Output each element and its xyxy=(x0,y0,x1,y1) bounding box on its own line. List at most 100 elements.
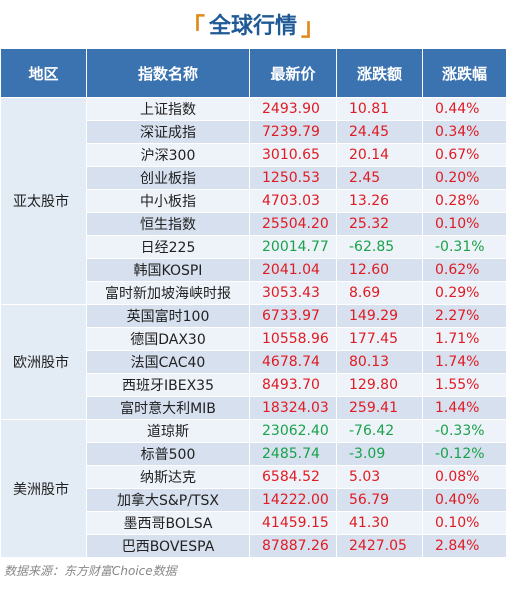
table-header-row: 地区 指数名称 最新价 涨跌额 涨跌幅 xyxy=(0,48,506,98)
latest-price-cell: 6733.97 xyxy=(249,304,337,328)
title-left-bracket: 「 xyxy=(180,12,205,41)
latest-price-cell: 4703.03 xyxy=(249,189,337,213)
table-body: 亚太股市 上证指数 2493.90 10.81 0.44% 深证成指 7239.79 24.4… xyxy=(0,97,506,558)
change-cell: 149.29 xyxy=(336,304,423,328)
change-cell: 2.45 xyxy=(336,166,423,190)
change-pct-cell: 1.74% xyxy=(422,350,506,374)
change-pct-cell: -0.31% xyxy=(422,235,506,259)
region-cell: 美洲股市 xyxy=(0,419,87,558)
index-name-cell: 德国DAX30 xyxy=(86,327,250,351)
latest-price-cell: 6584.52 xyxy=(249,465,337,489)
col-header-region: 地区 xyxy=(0,48,87,98)
table-row: 纳斯达克 6584.52 5.03 0.08% xyxy=(1,465,506,489)
table-row: 富时新加坡海峡时报 3053.43 8.69 0.29% xyxy=(1,281,506,305)
change-pct-cell: 0.44% xyxy=(422,97,506,121)
change-cell: 80.13 xyxy=(336,350,423,374)
change-cell: 56.79 xyxy=(336,488,423,512)
title-right-bracket: 」 xyxy=(301,12,325,41)
change-cell: 41.30 xyxy=(336,511,423,535)
change-cell: 10.81 xyxy=(336,97,423,121)
latest-price-cell: 20014.77 xyxy=(249,235,337,259)
change-cell: -76.42 xyxy=(336,419,423,443)
table-row: 美洲股市 道琼斯 23062.40 -76.42 -0.33% xyxy=(0,419,506,558)
change-cell: 20.14 xyxy=(336,143,423,167)
change-cell: 5.03 xyxy=(336,465,423,489)
col-header-index-name: 指数名称 xyxy=(86,48,250,98)
change-cell: -62.85 xyxy=(336,235,423,259)
latest-price-cell: 41459.15 xyxy=(249,511,337,535)
index-name-cell: 深证成指 xyxy=(86,120,250,144)
index-name-cell: 道琼斯 xyxy=(86,419,250,443)
region-cell: 欧洲股市 xyxy=(0,304,87,420)
table-row: 恒生指数 25504.20 25.32 0.10% xyxy=(1,212,506,236)
change-pct-cell: 0.20% xyxy=(422,166,506,190)
col-header-change: 涨跌额 xyxy=(336,48,423,98)
latest-price-cell: 18324.03 xyxy=(249,396,337,420)
index-name-cell: 上证指数 xyxy=(86,97,250,121)
latest-price-cell: 8493.70 xyxy=(249,373,337,397)
col-header-latest-price: 最新价 xyxy=(249,48,337,98)
index-name-cell: 法国CAC40 xyxy=(86,350,250,374)
table-row: 欧洲股市 英国富时100 6733.97 149.29 2.27% xyxy=(0,304,506,420)
change-cell: 13.26 xyxy=(336,189,423,213)
change-pct-cell: 0.10% xyxy=(422,212,506,236)
latest-price-cell: 25504.20 xyxy=(249,212,337,236)
latest-price-cell: 87887.26 xyxy=(249,534,337,558)
change-pct-cell: 0.10% xyxy=(422,511,506,535)
index-name-cell: 沪深300 xyxy=(86,143,250,167)
table-row: 沪深300 3010.65 20.14 0.67% xyxy=(1,143,506,167)
data-source-note: 数据来源：东方财富Choice数据 xyxy=(4,563,177,578)
change-cell: 8.69 xyxy=(336,281,423,305)
table-row: 深证成指 7239.79 24.45 0.34% xyxy=(1,120,506,144)
table-row: 墨西哥BOLSA 41459.15 41.30 0.10% xyxy=(1,511,506,535)
index-name-cell: 纳斯达克 xyxy=(86,465,250,489)
table-row: 富时意大利MIB 18324.03 259.41 1.44% xyxy=(1,396,506,420)
latest-price-cell: 2041.04 xyxy=(249,258,337,282)
change-pct-cell: 1.44% xyxy=(422,396,506,420)
table-row: 中小板指 4703.03 13.26 0.28% xyxy=(1,189,506,213)
page-title: 「 全球行情 」 xyxy=(0,0,506,48)
change-pct-cell: 0.08% xyxy=(422,465,506,489)
table-row: 法国CAC40 4678.74 80.13 1.74% xyxy=(1,350,506,374)
table-row: 加拿大S&P/TSX 14222.00 56.79 0.40% xyxy=(1,488,506,512)
table-row: 西班牙IBEX35 8493.70 129.80 1.55% xyxy=(1,373,506,397)
change-cell: -3.09 xyxy=(336,442,423,466)
change-cell: 2427.05 xyxy=(336,534,423,558)
latest-price-cell: 14222.00 xyxy=(249,488,337,512)
table-row: 韩国KOSPI 2041.04 12.60 0.62% xyxy=(1,258,506,282)
table-row: 日经225 20014.77 -62.85 -0.31% xyxy=(1,235,506,259)
index-name-cell: 韩国KOSPI xyxy=(86,258,250,282)
change-pct-cell: 1.55% xyxy=(422,373,506,397)
index-name-cell: 墨西哥BOLSA xyxy=(86,511,250,535)
index-name-cell: 加拿大S&P/TSX xyxy=(86,488,250,512)
index-name-cell: 标普500 xyxy=(86,442,250,466)
index-name-cell: 日经225 xyxy=(86,235,250,259)
index-name-cell: 巴西BOVESPA xyxy=(86,534,250,558)
change-pct-cell: 2.84% xyxy=(422,534,506,558)
change-cell: 12.60 xyxy=(336,258,423,282)
change-cell: 129.80 xyxy=(336,373,423,397)
table-row: 亚太股市 上证指数 2493.90 10.81 0.44% xyxy=(0,97,506,305)
index-name-cell: 西班牙IBEX35 xyxy=(86,373,250,397)
change-pct-cell: 1.71% xyxy=(422,327,506,351)
title-text: 全球行情 xyxy=(208,14,297,39)
latest-price-cell: 10558.96 xyxy=(249,327,337,351)
latest-price-cell: 4678.74 xyxy=(249,350,337,374)
index-name-cell: 富时意大利MIB xyxy=(86,396,250,420)
index-name-cell: 中小板指 xyxy=(86,189,250,213)
table-row: 创业板指 1250.53 2.45 0.20% xyxy=(1,166,506,190)
change-cell: 259.41 xyxy=(336,396,423,420)
latest-price-cell: 3053.43 xyxy=(249,281,337,305)
table-row: 标普500 2485.74 -3.09 -0.12% xyxy=(1,442,506,466)
change-pct-cell: 0.40% xyxy=(422,488,506,512)
change-pct-cell: 0.28% xyxy=(422,189,506,213)
index-name-cell: 恒生指数 xyxy=(86,212,250,236)
latest-price-cell: 1250.53 xyxy=(249,166,337,190)
change-pct-cell: -0.33% xyxy=(422,419,506,443)
change-pct-cell: 0.67% xyxy=(422,143,506,167)
market-table: 地区 指数名称 最新价 涨跌额 涨跌幅 亚太股市 上证指数 2493.90 10.81… xyxy=(0,48,506,558)
change-cell: 25.32 xyxy=(336,212,423,236)
change-cell: 177.45 xyxy=(336,327,423,351)
index-name-cell: 英国富时100 xyxy=(86,304,250,328)
change-cell: 24.45 xyxy=(336,120,423,144)
